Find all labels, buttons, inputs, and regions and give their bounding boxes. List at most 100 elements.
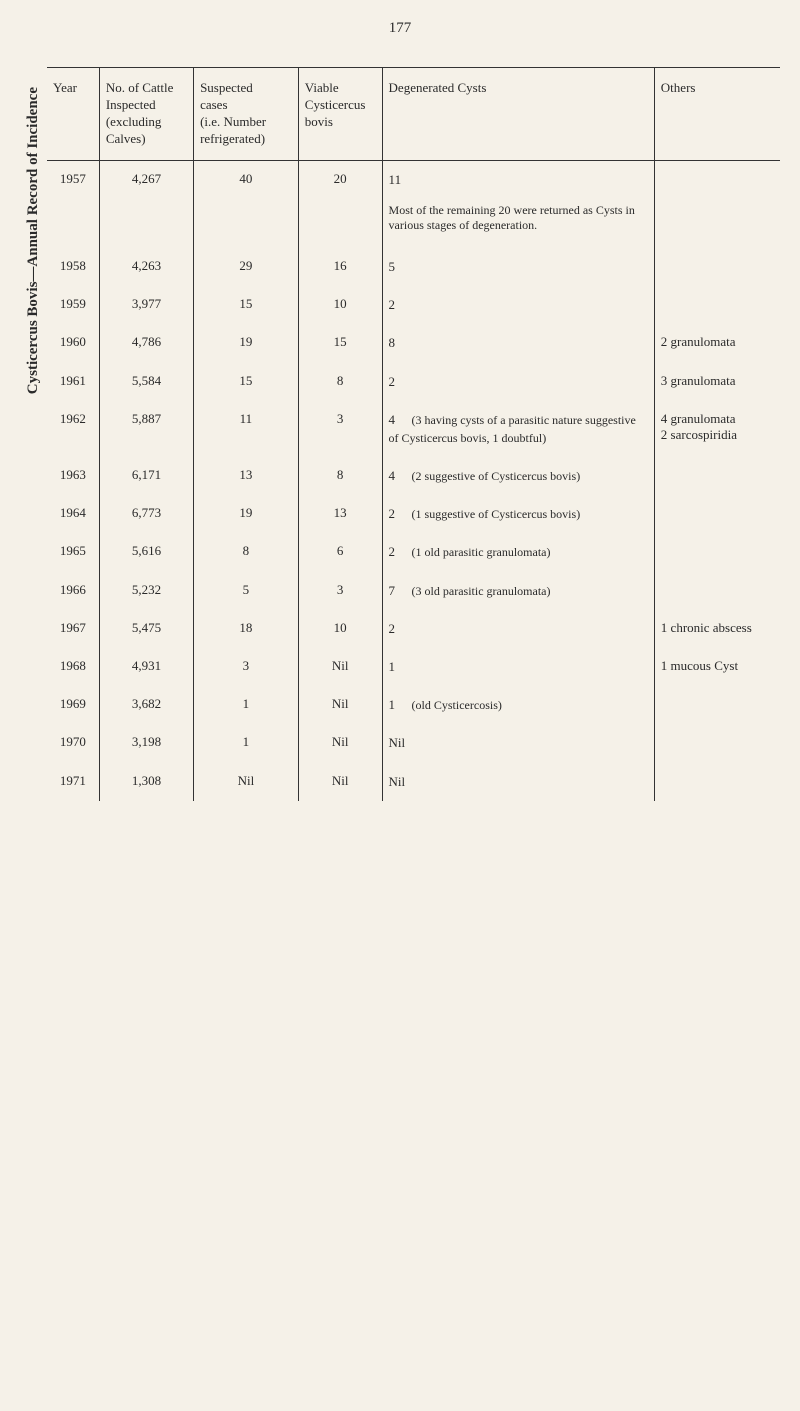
table-row: 19675,475181021 chronic abscess — [47, 610, 780, 648]
table-row: 19655,616862 (1 old parasitic granulomat… — [47, 533, 780, 571]
cell-degenerated: 1 — [382, 648, 654, 686]
cell-suspected: 18 — [194, 610, 299, 648]
table-row: 19703,1981NilNil — [47, 724, 780, 762]
cell-cattle: 4,263 — [99, 248, 193, 286]
cell-year: 1960 — [47, 324, 99, 362]
cell-year: 1957 — [47, 160, 99, 199]
cell-others — [654, 160, 780, 199]
cell-others: 2 granulomata — [654, 324, 780, 362]
cell-suspected: 13 — [194, 457, 299, 495]
header-viable: ViableCysticercusbovis — [298, 68, 382, 161]
cell-suspected: 1 — [194, 724, 299, 762]
cell-cattle: 4,786 — [99, 324, 193, 362]
cell-degenerated: 2 — [382, 363, 654, 401]
table-row: 19584,26329165 — [47, 248, 780, 286]
cell-cattle: 6,171 — [99, 457, 193, 495]
cell-year: 1968 — [47, 648, 99, 686]
cell-viable: 16 — [298, 248, 382, 286]
cell-year: 1971 — [47, 763, 99, 801]
cell-degenerated: 2 — [382, 286, 654, 324]
cell-cattle: 3,977 — [99, 286, 193, 324]
degen-note-text: Most of the remaining 20 were returned a… — [382, 199, 654, 248]
cell-others — [654, 286, 780, 324]
cell-cattle: 3,682 — [99, 686, 193, 724]
cell-degenerated: 5 — [382, 248, 654, 286]
cell-suspected: 40 — [194, 160, 299, 199]
cell-year: 1958 — [47, 248, 99, 286]
table-row: 19646,77319132 (1 suggestive of Cysticer… — [47, 495, 780, 533]
cell-viable: 6 — [298, 533, 382, 571]
cell-suspected: 8 — [194, 533, 299, 571]
table-row: 19693,6821Nil1 (old Cysticercosis) — [47, 686, 780, 724]
cell-suspected: 29 — [194, 248, 299, 286]
table-row: 19615,58415823 granulomata — [47, 363, 780, 401]
cell-year: 1963 — [47, 457, 99, 495]
cell-degenerated: Nil — [382, 724, 654, 762]
cell-year: 1959 — [47, 286, 99, 324]
cell-others — [654, 572, 780, 610]
cell-others — [654, 457, 780, 495]
cell-suspected: 19 — [194, 495, 299, 533]
cell-others — [654, 686, 780, 724]
table-row: 19636,1711384 (2 suggestive of Cysticerc… — [47, 457, 780, 495]
cell-suspected: 11 — [194, 401, 299, 457]
cell-suspected: 1 — [194, 686, 299, 724]
header-degenerated: Degenerated Cysts — [382, 68, 654, 161]
cell-viable: 20 — [298, 160, 382, 199]
cell-viable: Nil — [298, 686, 382, 724]
cell-cattle: 5,887 — [99, 401, 193, 457]
cell-viable: 13 — [298, 495, 382, 533]
cell-viable: Nil — [298, 648, 382, 686]
cell-others — [654, 533, 780, 571]
cell-viable: 3 — [298, 572, 382, 610]
cell-cattle: 3,198 — [99, 724, 193, 762]
cell-cattle: 5,616 — [99, 533, 193, 571]
table-row: 19625,8871134 (3 having cysts of a paras… — [47, 401, 780, 457]
cell-viable: Nil — [298, 724, 382, 762]
cell-cattle: 6,773 — [99, 495, 193, 533]
cell-year: 1961 — [47, 363, 99, 401]
cell-degenerated: 4 (3 having cysts of a parasitic nature … — [382, 401, 654, 457]
incidence-table: Year No. of CattleInspected(excludingCal… — [47, 67, 780, 801]
cell-year: 1966 — [47, 572, 99, 610]
cell-degenerated: 11 — [382, 160, 654, 199]
cell-viable: 10 — [298, 286, 382, 324]
cell-others: 3 granulomata — [654, 363, 780, 401]
header-suspected: Suspectedcases(i.e. Numberrefrigerated) — [194, 68, 299, 161]
cell-suspected: 15 — [194, 286, 299, 324]
cell-degenerated: Nil — [382, 763, 654, 801]
cell-year: 1969 — [47, 686, 99, 724]
cell-year: 1964 — [47, 495, 99, 533]
cell-suspected: 19 — [194, 324, 299, 362]
cell-others — [654, 495, 780, 533]
cell-suspected: 15 — [194, 363, 299, 401]
cell-viable: 15 — [298, 324, 382, 362]
table-row: 19604,786191582 granulomata — [47, 324, 780, 362]
cell-cattle: 5,584 — [99, 363, 193, 401]
header-year: Year — [47, 68, 99, 161]
cell-year: 1965 — [47, 533, 99, 571]
table-wrapper: Cysticercus Bovis—Annual Record of Incid… — [20, 67, 780, 801]
degen-note-row: Most of the remaining 20 were returned a… — [47, 199, 780, 248]
cell-viable: Nil — [298, 763, 382, 801]
cell-others — [654, 248, 780, 286]
cell-cattle: 1,308 — [99, 763, 193, 801]
cell-year: 1970 — [47, 724, 99, 762]
cell-degenerated: 4 (2 suggestive of Cysticercus bovis) — [382, 457, 654, 495]
cell-viable: 10 — [298, 610, 382, 648]
cell-viable: 3 — [298, 401, 382, 457]
cell-others — [654, 763, 780, 801]
cell-degenerated: 2 — [382, 610, 654, 648]
cell-year: 1967 — [47, 610, 99, 648]
cell-year: 1962 — [47, 401, 99, 457]
cell-viable: 8 — [298, 363, 382, 401]
table-row: 19711,308NilNilNil — [47, 763, 780, 801]
table-row: 19574,267402011 — [47, 160, 780, 199]
table-row: 19665,232537 (3 old parasitic granulomat… — [47, 572, 780, 610]
header-others: Others — [654, 68, 780, 161]
cell-degenerated: 1 (old Cysticercosis) — [382, 686, 654, 724]
cell-cattle: 4,267 — [99, 160, 193, 199]
cell-others: 1 mucous Cyst — [654, 648, 780, 686]
cell-degenerated: 7 (3 old parasitic granulomata) — [382, 572, 654, 610]
cell-degenerated: 2 (1 old parasitic granulomata) — [382, 533, 654, 571]
